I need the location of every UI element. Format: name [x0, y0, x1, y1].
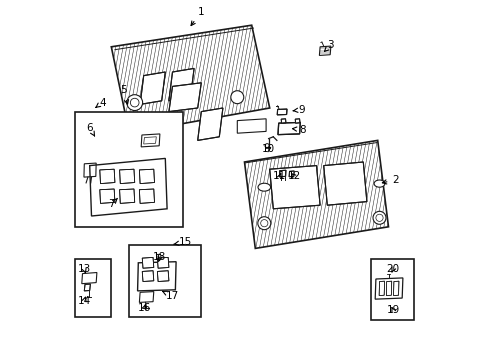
Polygon shape — [100, 189, 115, 203]
Text: 4: 4 — [96, 98, 105, 108]
Circle shape — [372, 211, 385, 224]
Polygon shape — [168, 83, 201, 112]
Polygon shape — [168, 68, 194, 101]
Polygon shape — [157, 257, 168, 268]
Polygon shape — [277, 122, 300, 135]
Polygon shape — [140, 72, 165, 104]
Polygon shape — [277, 109, 286, 115]
Polygon shape — [393, 281, 398, 296]
Text: 9: 9 — [292, 105, 305, 115]
Bar — [75, 259, 111, 317]
Bar — [75, 112, 183, 227]
Polygon shape — [100, 169, 115, 184]
Circle shape — [257, 217, 270, 230]
Polygon shape — [288, 171, 294, 177]
Polygon shape — [386, 281, 391, 296]
Text: 1: 1 — [191, 6, 204, 26]
Text: 2: 2 — [382, 175, 398, 185]
Text: 20: 20 — [386, 264, 399, 274]
Text: 12: 12 — [287, 171, 300, 181]
Text: 18: 18 — [153, 252, 166, 262]
Bar — [370, 259, 413, 320]
Polygon shape — [120, 169, 134, 184]
Text: 8: 8 — [292, 125, 305, 135]
Text: 19: 19 — [386, 305, 399, 315]
Ellipse shape — [373, 180, 384, 187]
Polygon shape — [281, 119, 285, 123]
Polygon shape — [142, 271, 153, 282]
Circle shape — [230, 91, 244, 104]
Bar — [129, 245, 201, 317]
Text: 11: 11 — [273, 171, 286, 181]
Ellipse shape — [258, 183, 270, 191]
Polygon shape — [142, 257, 153, 268]
Circle shape — [126, 95, 142, 111]
Text: 16: 16 — [138, 303, 151, 313]
Text: 10: 10 — [261, 144, 274, 154]
Text: 6: 6 — [86, 123, 94, 136]
Polygon shape — [295, 119, 299, 123]
Polygon shape — [143, 137, 156, 144]
Text: 13: 13 — [78, 264, 91, 274]
Polygon shape — [120, 189, 134, 203]
Text: 3: 3 — [324, 40, 333, 51]
Text: 17: 17 — [163, 291, 179, 301]
Polygon shape — [237, 119, 265, 133]
Polygon shape — [197, 108, 223, 140]
Polygon shape — [84, 284, 90, 291]
Polygon shape — [378, 281, 384, 296]
Polygon shape — [139, 169, 154, 184]
Text: 5: 5 — [121, 85, 128, 104]
Text: 15: 15 — [173, 237, 192, 247]
Polygon shape — [279, 170, 285, 177]
Polygon shape — [269, 166, 320, 209]
Text: 7: 7 — [108, 198, 117, 210]
Polygon shape — [323, 162, 366, 205]
Polygon shape — [139, 189, 154, 203]
Text: 14: 14 — [78, 296, 91, 306]
Polygon shape — [157, 271, 168, 282]
